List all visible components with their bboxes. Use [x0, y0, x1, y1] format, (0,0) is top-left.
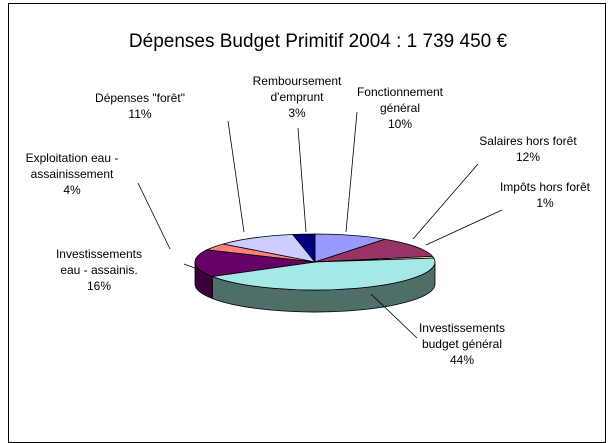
leader-line-4: [183, 263, 201, 271]
slice-label-7: Remboursement d'emprunt 3%: [253, 74, 342, 120]
pie-slice-3: [210, 257, 436, 291]
slice-percent-7: 3%: [288, 106, 306, 120]
slice-percent-5: 4%: [63, 183, 81, 197]
slice-label-line-6-0: Dépenses "forêt": [95, 91, 185, 105]
slice-percent-6: 11%: [128, 107, 151, 121]
slice-label-line-5-0: Exploitation eau -: [26, 151, 119, 165]
slice-label-line-4-1: eau - assainis.: [60, 263, 137, 277]
leader-line-1: [412, 163, 479, 240]
slice-label-line-7-0: Remboursement: [253, 74, 342, 88]
slice-labels: Fonctionnement général 10% Salaires hors fo…: [26, 74, 591, 367]
pie-slice-4: [194, 249, 316, 277]
leader-line-0: [345, 111, 358, 233]
leader-line-2: [425, 209, 503, 246]
leader-line-3: [370, 293, 418, 339]
slice-label-6: Dépenses "forêt" 11%: [95, 91, 185, 121]
slice-label-3: Investissements budget général 44%: [419, 321, 505, 367]
slice-percent-2: 1%: [536, 196, 554, 210]
slice-label-line-1-0: Salaires hors forêt: [479, 134, 577, 148]
slice-label-5: Exploitation eau - assainissement 4%: [26, 151, 119, 197]
slice-label-1: Salaires hors forêt 12%: [479, 134, 577, 164]
chart-frame: [8, 3, 606, 443]
slice-percent-1: 12%: [516, 150, 540, 164]
leader-line-7: [297, 127, 307, 233]
pie-slice-0: [314, 233, 386, 263]
pie-slice-7: [291, 233, 316, 264]
leader-line-5: [137, 182, 171, 250]
pie-slice-6: [223, 234, 317, 263]
slice-percent-3: 44%: [450, 353, 474, 367]
slice-label-2: Impôts hors forêt 1%: [500, 180, 591, 210]
slice-label-line-7-1: d'emprunt: [271, 90, 325, 104]
chart-title: Dépenses Budget Primitif 2004 : 1 739 45…: [129, 31, 508, 52]
slice-label-line-3-0: Investissements: [419, 321, 505, 335]
slice-label-line-2-0: Impôts hors forêt: [500, 180, 591, 194]
slice-label-0: Fonctionnement général 10%: [357, 85, 444, 131]
slice-label-line-4-0: Investissements: [56, 247, 142, 261]
slice-percent-4: 16%: [87, 279, 111, 293]
slice-label-line-5-1: assainissement: [31, 167, 114, 181]
slice-percent-0: 10%: [388, 117, 412, 131]
leader-lines: [137, 111, 503, 339]
pie-tops: [194, 233, 436, 291]
leader-line-6: [227, 120, 245, 233]
slice-label-line-3-1: budget général: [422, 337, 502, 351]
pie-slice-1: [314, 238, 434, 263]
slice-label-line-0-1: général: [380, 101, 420, 115]
slice-label-line-0-0: Fonctionnement: [357, 85, 444, 99]
slice-label-4: Investissements eau - assainis. 16%: [56, 247, 142, 293]
